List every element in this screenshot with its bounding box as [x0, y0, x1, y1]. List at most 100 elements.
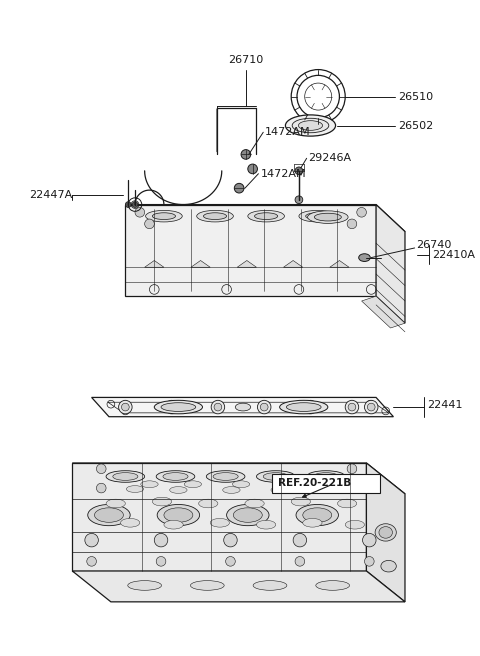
Ellipse shape [307, 471, 345, 482]
Ellipse shape [85, 533, 98, 547]
Ellipse shape [314, 213, 341, 221]
Ellipse shape [319, 485, 336, 493]
Ellipse shape [235, 403, 251, 411]
Ellipse shape [156, 471, 195, 482]
Ellipse shape [308, 211, 348, 224]
Text: 26502: 26502 [398, 121, 433, 131]
Text: REF.20-221B: REF.20-221B [278, 478, 351, 488]
Ellipse shape [364, 556, 374, 566]
Ellipse shape [299, 121, 323, 131]
Ellipse shape [120, 518, 140, 527]
Ellipse shape [256, 471, 295, 482]
Ellipse shape [348, 403, 356, 411]
Ellipse shape [168, 403, 176, 411]
Text: 26510: 26510 [398, 92, 433, 102]
Ellipse shape [164, 508, 193, 522]
Ellipse shape [128, 581, 161, 590]
Ellipse shape [296, 504, 338, 525]
Text: 26710: 26710 [228, 54, 264, 65]
Polygon shape [237, 260, 256, 267]
Ellipse shape [313, 472, 338, 480]
Polygon shape [125, 205, 376, 296]
Ellipse shape [299, 211, 336, 222]
Ellipse shape [248, 211, 285, 222]
Polygon shape [361, 296, 405, 328]
Ellipse shape [132, 201, 138, 207]
Ellipse shape [295, 556, 305, 566]
Text: 22410A: 22410A [432, 250, 475, 260]
Ellipse shape [156, 556, 166, 566]
Polygon shape [284, 260, 303, 267]
Ellipse shape [125, 201, 131, 207]
Ellipse shape [126, 485, 144, 493]
Ellipse shape [96, 464, 106, 474]
Polygon shape [366, 463, 405, 602]
Ellipse shape [145, 211, 182, 222]
Ellipse shape [329, 479, 346, 485]
Ellipse shape [347, 464, 357, 474]
Ellipse shape [121, 403, 129, 411]
Ellipse shape [197, 211, 233, 222]
Ellipse shape [291, 497, 311, 506]
Ellipse shape [152, 497, 172, 506]
Ellipse shape [191, 581, 224, 590]
Ellipse shape [206, 471, 245, 482]
Ellipse shape [357, 207, 366, 217]
Ellipse shape [224, 533, 237, 547]
Ellipse shape [304, 400, 317, 414]
Ellipse shape [184, 481, 202, 487]
Ellipse shape [253, 581, 287, 590]
FancyBboxPatch shape [272, 474, 380, 493]
Ellipse shape [287, 403, 321, 411]
Polygon shape [330, 260, 349, 267]
Ellipse shape [154, 533, 168, 547]
Ellipse shape [157, 504, 200, 525]
Ellipse shape [364, 400, 378, 414]
Ellipse shape [141, 481, 158, 487]
Ellipse shape [199, 499, 218, 508]
Ellipse shape [337, 499, 357, 508]
Ellipse shape [164, 520, 183, 529]
Ellipse shape [257, 400, 271, 414]
Ellipse shape [286, 115, 336, 136]
Ellipse shape [152, 213, 176, 220]
Text: 22441: 22441 [427, 400, 463, 410]
Ellipse shape [271, 487, 288, 493]
Text: 1472AM: 1472AM [265, 127, 311, 137]
Text: 22447A: 22447A [29, 190, 72, 200]
Ellipse shape [379, 527, 393, 538]
Ellipse shape [347, 219, 357, 229]
Ellipse shape [280, 400, 328, 414]
Ellipse shape [211, 400, 225, 414]
Ellipse shape [306, 213, 329, 220]
Ellipse shape [362, 533, 376, 547]
Ellipse shape [144, 219, 154, 229]
Ellipse shape [295, 167, 303, 174]
Ellipse shape [232, 481, 250, 487]
Ellipse shape [345, 400, 359, 414]
Ellipse shape [254, 213, 278, 220]
Ellipse shape [316, 581, 349, 590]
Ellipse shape [307, 403, 314, 411]
Ellipse shape [226, 556, 235, 566]
Ellipse shape [165, 400, 179, 414]
Text: 29246A: 29246A [309, 154, 352, 163]
Ellipse shape [119, 400, 132, 414]
Ellipse shape [345, 520, 364, 529]
Polygon shape [125, 205, 405, 232]
Ellipse shape [161, 403, 196, 411]
Ellipse shape [256, 520, 276, 529]
Ellipse shape [113, 472, 138, 480]
Ellipse shape [95, 508, 123, 522]
Polygon shape [92, 398, 394, 417]
Text: 26740: 26740 [417, 240, 452, 250]
Ellipse shape [260, 403, 268, 411]
Ellipse shape [96, 483, 106, 493]
Text: 1472AM: 1472AM [260, 169, 306, 178]
Ellipse shape [213, 472, 238, 480]
Ellipse shape [214, 403, 222, 411]
Ellipse shape [88, 504, 130, 525]
Polygon shape [72, 571, 405, 602]
Polygon shape [72, 463, 366, 571]
Polygon shape [72, 463, 405, 494]
